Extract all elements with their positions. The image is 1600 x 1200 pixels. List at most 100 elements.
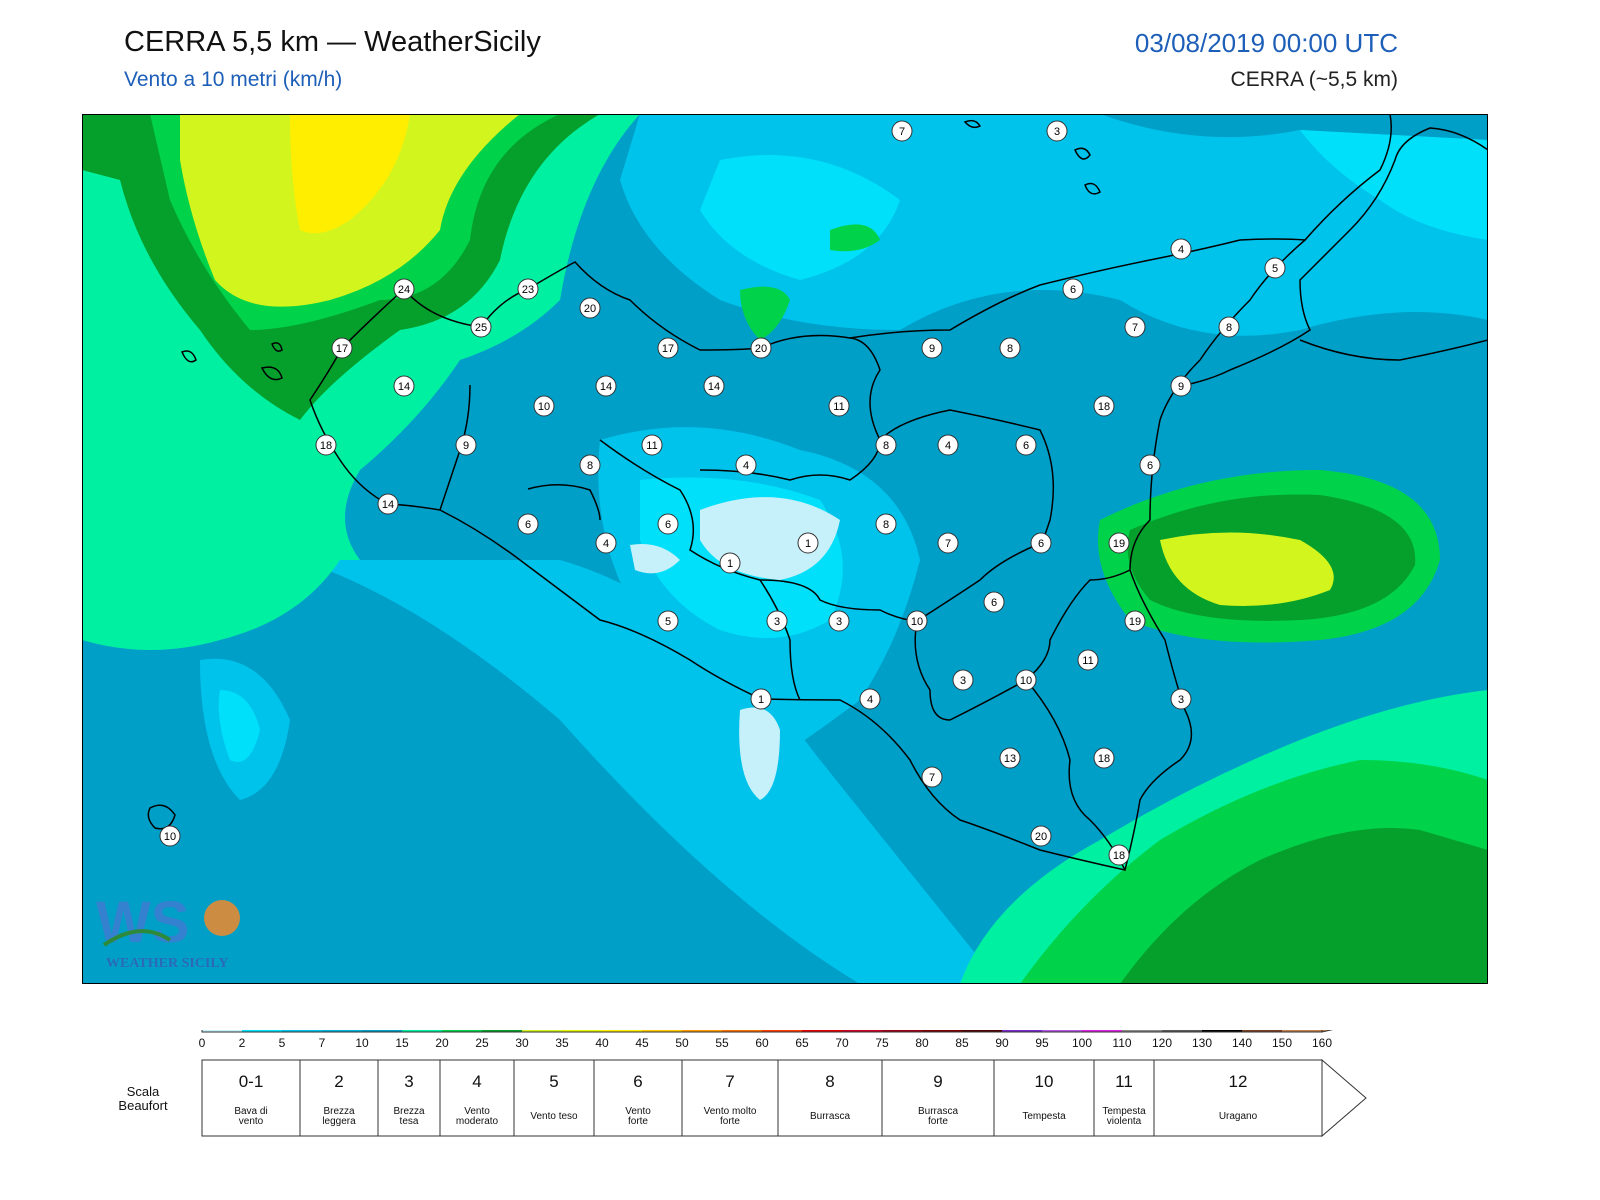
wind-label-value: 7 — [899, 126, 905, 138]
forecast-datetime: 03/08/2019 00:00 UTC — [1134, 28, 1398, 58]
field-lightcyan-sw — [218, 690, 260, 762]
beaufort-desc-line2: vento — [239, 1116, 264, 1127]
wind-field — [82, 114, 1488, 984]
scale-tick-label: 130 — [1192, 1036, 1212, 1050]
wind-label: 19 — [1124, 610, 1146, 632]
wind-label: 18 — [315, 434, 337, 456]
wind-label-value: 19 — [1113, 538, 1125, 550]
wind-label-value: 5 — [665, 616, 671, 628]
wind-label-value: 1 — [758, 694, 764, 706]
scale-swatch — [1242, 1030, 1283, 1032]
beaufort-number: 7 — [725, 1072, 734, 1091]
wind-label-marker — [797, 532, 819, 554]
wind-label-marker — [875, 513, 897, 535]
beaufort-number: 12 — [1229, 1072, 1248, 1091]
province-border-2 — [599, 439, 1042, 701]
wind-label: 20 — [579, 297, 601, 319]
scale-swatch — [362, 1030, 403, 1032]
beaufort-desc-line1: Bava di — [234, 1106, 267, 1117]
wind-label: 10 — [906, 610, 928, 632]
wind-label-marker — [331, 337, 353, 359]
wind-label-value: 6 — [1070, 284, 1076, 296]
svg-text:WS: WS — [96, 890, 189, 955]
wind-label-value: 18 — [320, 440, 332, 452]
wind-label-value: 11 — [1082, 655, 1093, 667]
wind-label-marker — [517, 513, 539, 535]
wind-label: 3 — [1170, 688, 1192, 710]
wind-label: 4 — [859, 688, 881, 710]
wind-label-value: 20 — [1035, 831, 1047, 843]
beaufort-item: 5 Vento teso — [513, 1059, 595, 1137]
wind-label: 3 — [952, 669, 974, 691]
wind-label: 5 — [1264, 257, 1286, 279]
wind-label-value: 6 — [1023, 440, 1029, 452]
scale-tick-label: 90 — [995, 1036, 1009, 1050]
beaufort-title-2: Beaufort — [118, 1098, 168, 1113]
wind-label: 18 — [1108, 844, 1130, 866]
wind-label: 23 — [517, 278, 539, 300]
beaufort-desc-line2: forte — [928, 1116, 948, 1127]
wind-label-marker — [657, 610, 679, 632]
wind-label-value: 20 — [755, 343, 767, 355]
scale-tick-label: 5 — [279, 1036, 286, 1050]
wind-label-marker — [579, 454, 601, 476]
wind-label: 14 — [703, 375, 725, 397]
beaufort-desc-line1: Vento teso — [530, 1111, 578, 1122]
wind-label-marker — [377, 493, 399, 515]
wind-label-value: 6 — [991, 597, 997, 609]
wind-label: 6 — [983, 591, 1005, 613]
scale-arrow — [1321, 1030, 1334, 1033]
wind-label: 7 — [937, 532, 959, 554]
scale-frame — [201, 1030, 1323, 1033]
scale-swatch — [282, 1030, 323, 1032]
wind-label-marker — [999, 747, 1021, 769]
wind-label: 20 — [1030, 825, 1052, 847]
wind-label: 9 — [455, 434, 477, 456]
scale-tick-label: 70 — [835, 1036, 849, 1050]
scale-swatch — [962, 1030, 1003, 1032]
color-scale-bar — [201, 1030, 1334, 1033]
coastlines — [147, 114, 1488, 871]
wind-label-marker — [533, 395, 555, 417]
wind-label-marker — [859, 688, 881, 710]
wind-label: 11 — [828, 395, 850, 417]
wind-label-marker — [828, 395, 850, 417]
beaufort-box — [1093, 1059, 1155, 1137]
scale-tick-label: 40 — [595, 1036, 609, 1050]
scale-tick-label: 50 — [675, 1036, 689, 1050]
wind-label-value: 18 — [1098, 401, 1110, 413]
wind-label-value: 4 — [867, 694, 873, 706]
wind-label: 4 — [937, 434, 959, 456]
scale-swatch — [802, 1030, 843, 1032]
beaufort-number: 10 — [1035, 1072, 1054, 1091]
scale-swatch — [842, 1030, 883, 1032]
wind-label-marker — [750, 688, 772, 710]
wind-label-value: 8 — [587, 460, 593, 472]
beaufort-desc-line2: violenta — [1107, 1116, 1142, 1127]
wind-label: 6 — [1015, 434, 1037, 456]
wind-label-marker — [393, 278, 415, 300]
wind-label-marker — [595, 532, 617, 554]
beaufort-box — [993, 1059, 1095, 1137]
logo-text: WEATHER SICILY — [106, 956, 229, 971]
wind-label-value: 9 — [1178, 381, 1184, 393]
wind-label: 6 — [1062, 278, 1084, 300]
scale-tick-label: 30 — [515, 1036, 529, 1050]
scale-swatch — [882, 1030, 923, 1032]
model-label: CERRA (~5,5 km) — [1230, 68, 1398, 91]
scale-swatch — [642, 1030, 683, 1032]
beaufort-box — [513, 1059, 595, 1137]
wind-label: 4 — [595, 532, 617, 554]
wind-label-marker — [641, 434, 663, 456]
wind-label-marker — [952, 669, 974, 691]
scale-tick-label: 65 — [795, 1036, 809, 1050]
beaufort-title-1: Scala — [127, 1084, 160, 1099]
wind-label: 4 — [735, 454, 757, 476]
beaufort-number: 6 — [633, 1072, 642, 1091]
beaufort-box — [299, 1059, 379, 1137]
beaufort-item: 10 Tempesta — [993, 1059, 1095, 1137]
map-title: CERRA 5,5 km — WeatherSicily — [124, 26, 541, 58]
beaufort-desc-line2: forte — [628, 1116, 648, 1127]
